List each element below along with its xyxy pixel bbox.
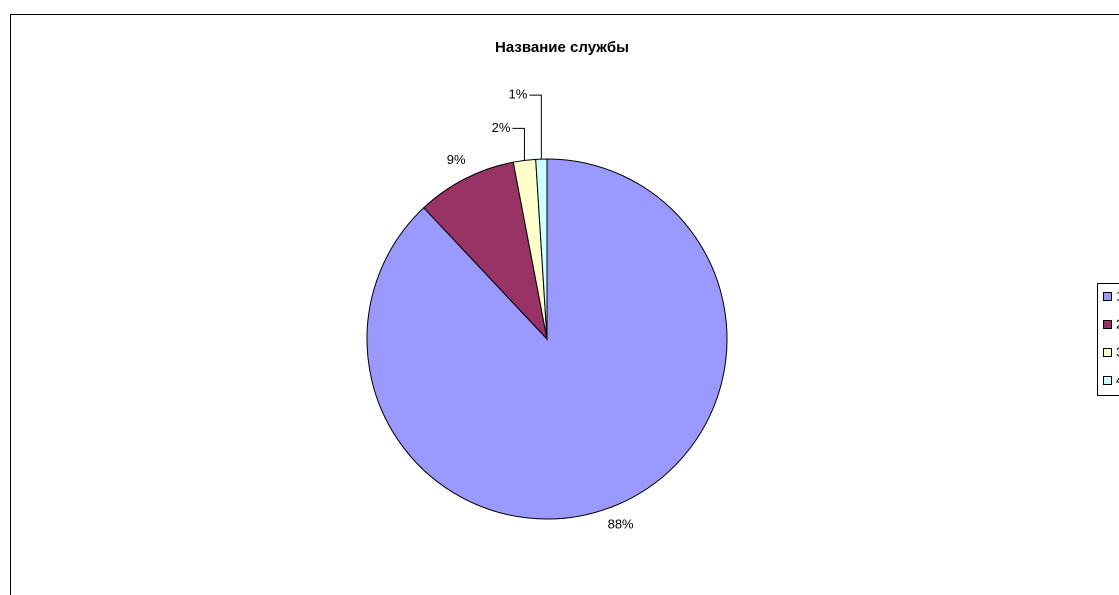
legend-label: 3 <box>1116 344 1119 359</box>
data-label: 9% <box>447 152 466 167</box>
legend-swatch <box>1103 348 1112 357</box>
pie-slice <box>423 161 548 341</box>
leader-line <box>529 94 542 160</box>
data-label: 2% <box>492 120 511 135</box>
legend-box <box>1097 283 1119 396</box>
legend-swatch <box>1103 376 1112 385</box>
data-label: 1% <box>509 87 528 102</box>
chart-title: Название службы <box>495 39 629 56</box>
legend-swatch <box>1103 292 1112 301</box>
legend-label: 2 <box>1116 316 1119 331</box>
data-label: 88% <box>608 516 634 531</box>
legend-label: 1 <box>1116 288 1119 303</box>
legend-swatch <box>1103 320 1112 329</box>
legend-label: 4 <box>1116 372 1119 387</box>
leader-line <box>512 127 525 161</box>
